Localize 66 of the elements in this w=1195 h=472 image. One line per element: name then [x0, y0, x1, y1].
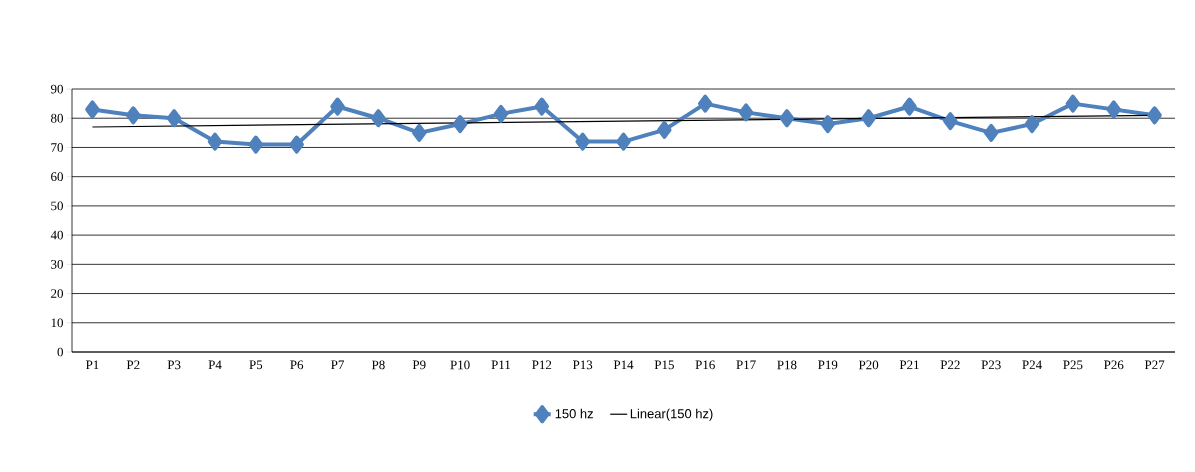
x-tick-label: P1 [85, 360, 99, 370]
x-tick-label: P21 [899, 360, 919, 370]
x-tick-label: P24 [1022, 360, 1042, 370]
point [412, 123, 427, 142]
point [289, 135, 304, 154]
x-tick-label: P9 [412, 360, 426, 370]
x-tick-label: P27 [1144, 360, 1165, 370]
x-tick-label: P18 [777, 360, 797, 370]
point [452, 115, 468, 134]
point [534, 97, 550, 116]
point [371, 109, 386, 128]
x-tick-label: P23 [981, 360, 1001, 370]
point [697, 94, 713, 113]
x-tick-label: P11 [491, 360, 511, 370]
point [738, 103, 754, 122]
point [657, 120, 672, 139]
point [207, 132, 223, 151]
point [983, 123, 999, 142]
x-tick-label: P13 [572, 360, 593, 370]
y-tick-label: 60 [51, 172, 63, 182]
x-tick-label: P7 [331, 360, 345, 369]
x-tick-label: P12 [532, 360, 552, 370]
x-tick-label: P16 [695, 360, 715, 370]
point [330, 97, 345, 116]
x-tick-label: P22 [940, 360, 960, 370]
point [248, 135, 264, 154]
point [861, 109, 876, 128]
y-tick-label: 90 [50, 84, 63, 94]
y-tick-label: 0 [57, 347, 63, 357]
point [616, 132, 631, 151]
x-tick-label: P14 [613, 360, 634, 370]
x-tick-label: P8 [371, 360, 385, 370]
point [126, 106, 141, 125]
x-tick-label: P4 [208, 360, 222, 370]
y-tick-label: 80 [51, 113, 63, 123]
legend-label: Linear(150 hz) [630, 408, 713, 421]
x-tick-label: P15 [654, 360, 674, 370]
point [820, 115, 836, 134]
y-tick-label: 50 [51, 201, 63, 211]
x-tick-label: P3 [167, 360, 181, 370]
point [943, 112, 958, 131]
x-tick-label: P26 [1104, 360, 1124, 370]
x-tick-label: P17 [736, 360, 756, 370]
legend-label: 150 hz [555, 408, 593, 419]
point [902, 97, 917, 116]
y-tick-label: 70 [51, 143, 63, 152]
x-tick-label: P25 [1063, 360, 1083, 370]
point [1147, 106, 1162, 125]
y-tick-label: 10 [51, 318, 63, 328]
point [1065, 94, 1081, 113]
y-tick-label: 30 [51, 259, 63, 269]
point [1024, 115, 1040, 134]
x-tick-label: P6 [290, 360, 304, 370]
point [1106, 100, 1121, 119]
point [166, 109, 182, 128]
point [493, 104, 509, 123]
y-tick-label: 20 [51, 289, 63, 298]
x-tick-label: P5 [249, 360, 263, 370]
point [85, 100, 100, 119]
x-tick-label: P19 [818, 360, 838, 370]
y-tick-label: 40 [50, 230, 63, 240]
point [575, 132, 590, 151]
point [779, 109, 795, 128]
x-tick-label: P10 [450, 360, 470, 370]
x-tick-label: P2 [126, 360, 140, 370]
x-tick-label: P20 [858, 360, 879, 370]
